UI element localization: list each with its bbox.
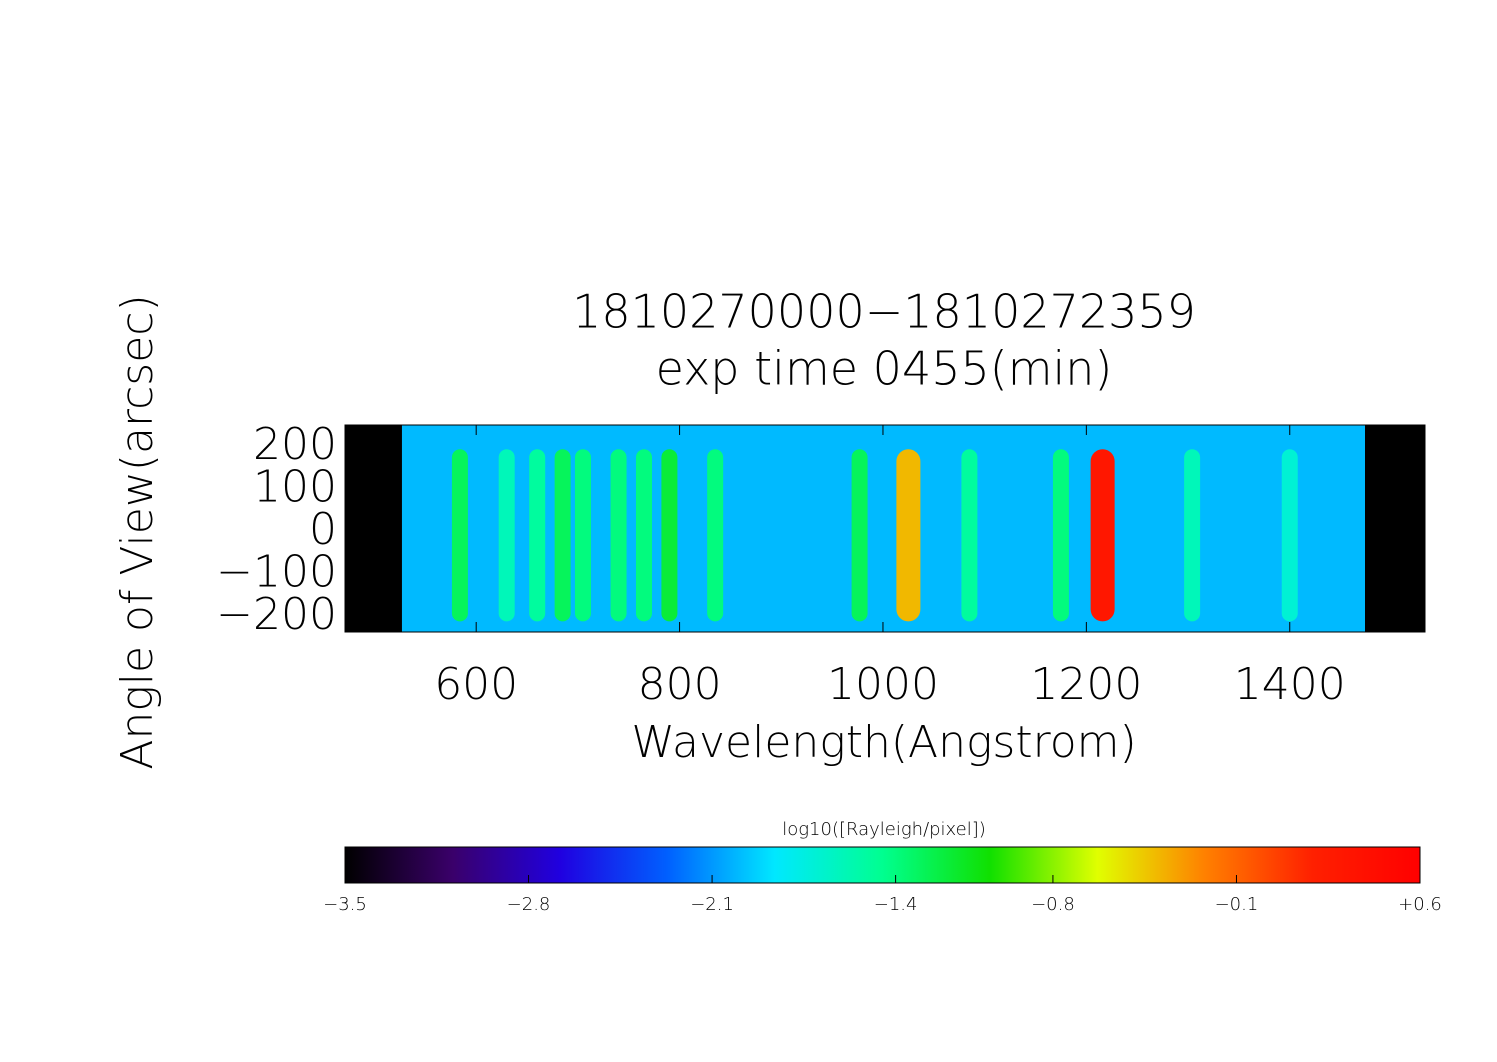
plot-frame xyxy=(344,424,1426,633)
emission-line xyxy=(1281,449,1298,622)
emission-line xyxy=(498,449,515,622)
y-tick-label: −100 xyxy=(216,547,337,598)
x-tick-label: 1400 xyxy=(1234,659,1346,710)
emission-line xyxy=(896,449,921,622)
emission-line xyxy=(961,449,978,622)
colorbar-tick-label: +0.6 xyxy=(1398,894,1442,915)
emission-line xyxy=(707,449,724,622)
y-tick-label: 200 xyxy=(253,419,337,470)
emission-line xyxy=(1184,449,1201,622)
colorbar-tick-label: −0.1 xyxy=(1215,894,1259,915)
chart-title: 1810270000−1810272359 xyxy=(572,285,1196,339)
x-axis-label: Wavelength(Angstrom) xyxy=(631,717,1136,768)
y-tick-label: −200 xyxy=(216,589,337,640)
emission-line xyxy=(529,449,546,622)
emission-line xyxy=(554,449,571,622)
colorbar-label: log10([Rayleigh/pixel]) xyxy=(782,819,986,840)
colorbar xyxy=(344,846,1421,884)
colorbar-tick-label: −3.5 xyxy=(323,894,367,915)
x-tick-label: 600 xyxy=(434,659,518,710)
colorbar-tick-label: −2.1 xyxy=(690,894,734,915)
y-axis-label: Angle of View(arcsec) xyxy=(112,294,163,769)
emission-line xyxy=(451,449,468,622)
emission-line xyxy=(1052,449,1069,622)
x-tick-label: 1000 xyxy=(827,659,939,710)
emission-line xyxy=(635,449,652,622)
emission-line xyxy=(661,449,678,622)
x-tick-label: 800 xyxy=(638,659,722,710)
emission-line xyxy=(1090,449,1115,622)
emission-line xyxy=(610,449,627,622)
background-emission xyxy=(401,425,1365,632)
colorbar-tick-label: −2.8 xyxy=(507,894,551,915)
colorbar-tick-label: −1.4 xyxy=(874,894,918,915)
x-tick-label: 1200 xyxy=(1030,659,1142,710)
colorbar-tick-label: −0.8 xyxy=(1031,894,1075,915)
emission-line xyxy=(574,449,591,622)
y-tick-label: 0 xyxy=(309,504,337,555)
chart-subtitle: exp time 0455(min) xyxy=(656,342,1113,396)
emission-line xyxy=(851,449,868,622)
y-tick-label: 100 xyxy=(253,462,337,513)
